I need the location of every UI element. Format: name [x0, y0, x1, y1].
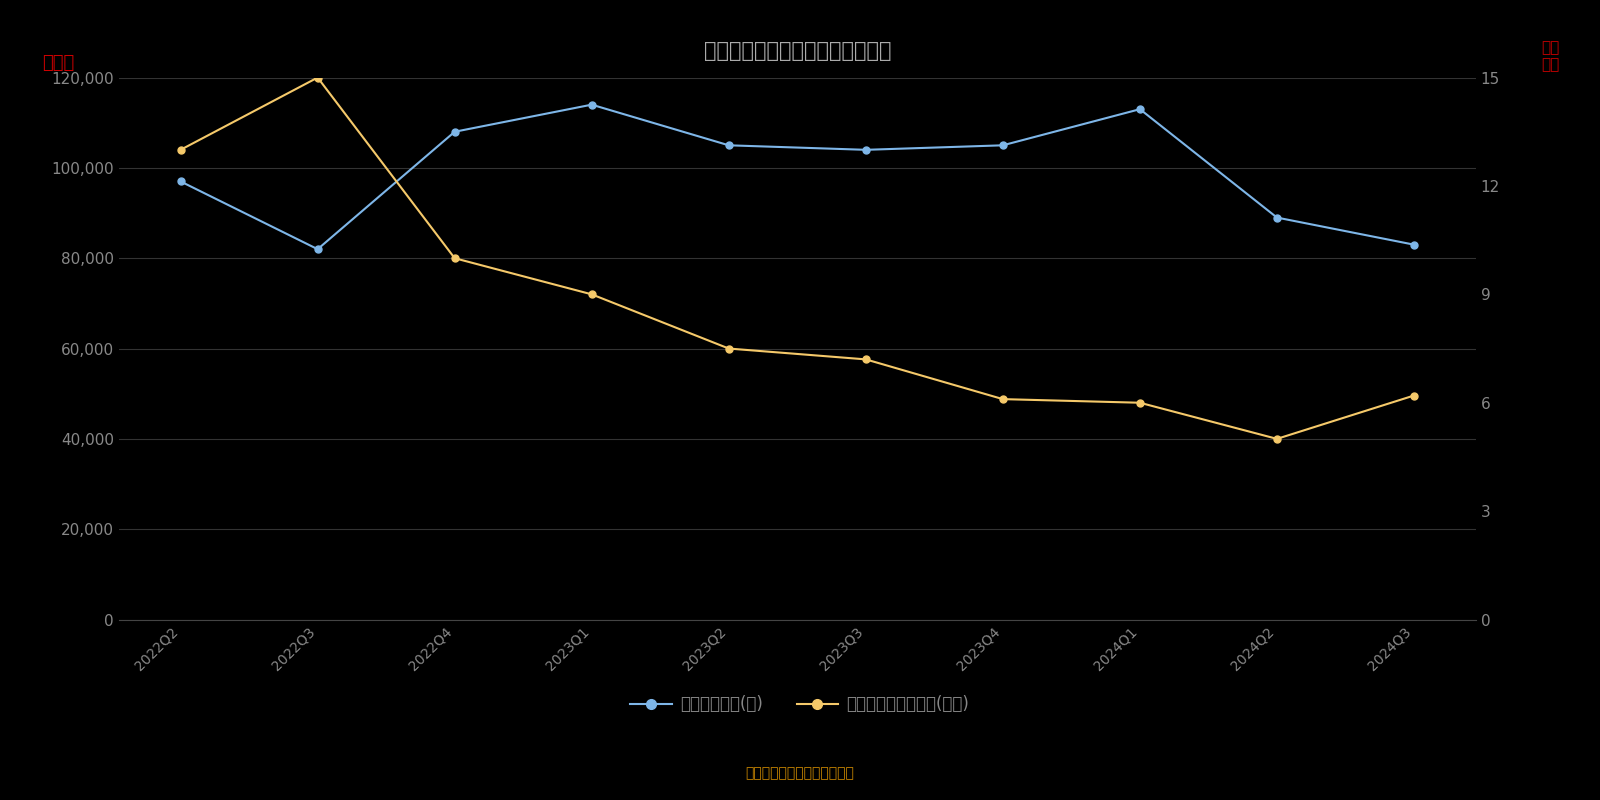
右轴：户均持股市值(万元) [1267, 434, 1286, 444]
Line: 右轴：户均持股市值(万元): 右轴：户均持股市值(万元) [178, 74, 1418, 442]
右轴：户均持股市值(万元) [994, 394, 1013, 404]
左轴：本期数(户) [1405, 240, 1424, 250]
Legend: 左轴：本期数(户), 右轴：户均持股市值(万元): 左轴：本期数(户), 右轴：户均持股市值(万元) [624, 688, 976, 720]
左轴：本期数(户) [309, 244, 328, 254]
左轴：本期数(户) [994, 141, 1013, 150]
右轴：户均持股市值(万元) [856, 354, 875, 364]
Text: 制图数据来自恒生聚源数据库: 制图数据来自恒生聚源数据库 [746, 766, 854, 780]
左轴：本期数(户) [718, 141, 738, 150]
Title: 季度股东户数、户均持股市值情况: 季度股东户数、户均持股市值情况 [704, 41, 891, 61]
右轴：户均持股市值(万元) [1405, 390, 1424, 400]
右轴：户均持股市值(万元) [582, 290, 602, 299]
左轴：本期数(户) [582, 100, 602, 110]
左轴：本期数(户) [445, 127, 464, 137]
Line: 左轴：本期数(户): 左轴：本期数(户) [178, 101, 1418, 253]
左轴：本期数(户) [1267, 213, 1286, 222]
右轴：户均持股市值(万元) [1130, 398, 1149, 407]
右轴：户均持股市值(万元) [445, 254, 464, 263]
左轴：本期数(户) [856, 145, 875, 154]
右轴：户均持股市值(万元) [171, 145, 190, 154]
左轴：本期数(户) [1130, 104, 1149, 114]
左轴：本期数(户) [171, 177, 190, 186]
Text: （户）: （户） [42, 54, 74, 72]
右轴：户均持股市值(万元) [718, 344, 738, 354]
Text: （万
元）: （万 元） [1541, 40, 1560, 72]
右轴：户均持股市值(万元) [309, 73, 328, 82]
